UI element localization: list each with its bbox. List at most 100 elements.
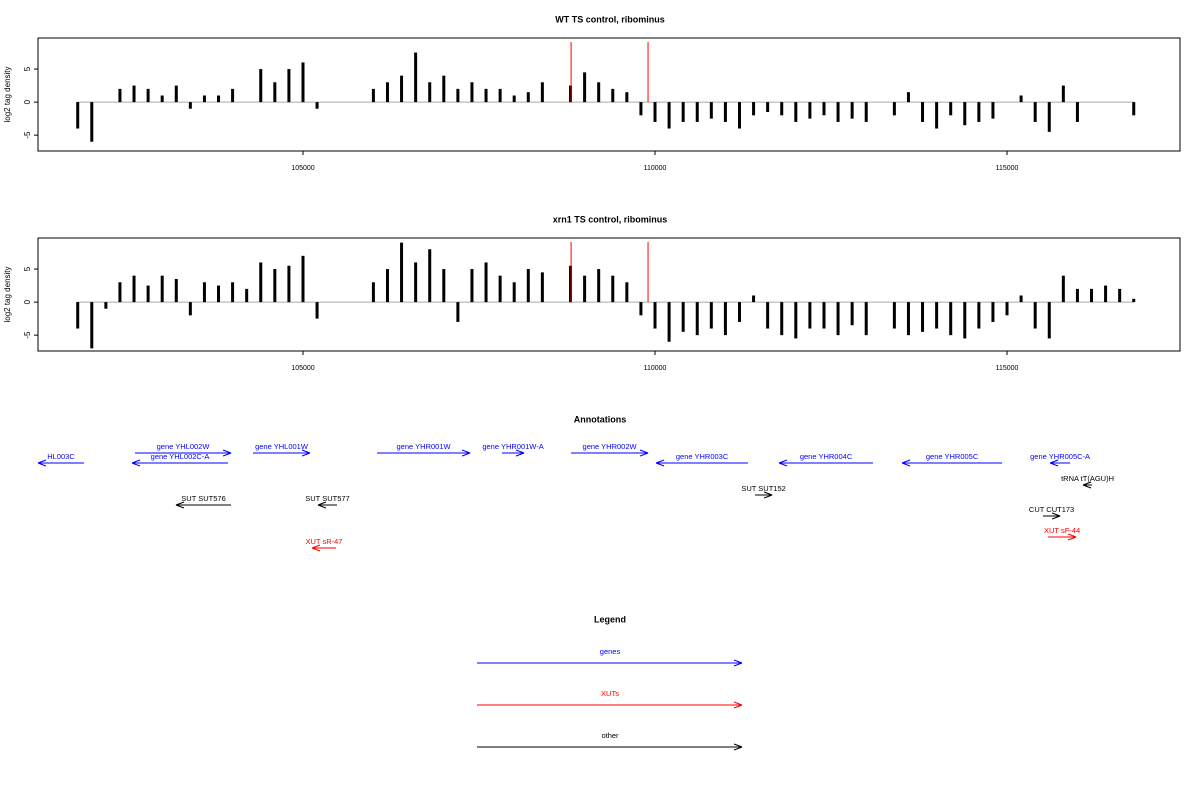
- arrow-part: [901, 459, 911, 464]
- feature-label: gene YHR004C: [800, 452, 853, 461]
- y-tick-label: 0: [23, 299, 32, 304]
- density-bar: [921, 302, 925, 332]
- density-bar: [977, 302, 981, 329]
- arrow-part: [763, 494, 773, 499]
- arrow-part: [1051, 512, 1061, 517]
- density-bar: [780, 302, 784, 336]
- feature-arrow: [1082, 481, 1093, 489]
- density-bar: [385, 269, 389, 303]
- density-bar: [76, 302, 80, 329]
- feature-arrow: [1049, 459, 1071, 467]
- arrow-part: [317, 504, 327, 509]
- arrow-part: [37, 459, 47, 464]
- feature-label: gene YHR002W: [583, 442, 638, 451]
- density-bar: [540, 272, 544, 303]
- arrow-part: [222, 449, 232, 454]
- density-bar: [906, 302, 910, 336]
- density-bar: [470, 82, 474, 103]
- density-bar: [315, 102, 319, 109]
- density-bar: [794, 102, 798, 122]
- density-bar: [709, 102, 713, 119]
- feature-arrow: [755, 491, 773, 499]
- density-bar: [188, 102, 192, 109]
- chart-title: xrn1 TS control, ribominus: [553, 214, 668, 224]
- x-tick-label: 105000: [291, 365, 314, 372]
- arrow-part: [515, 449, 525, 454]
- density-bar: [217, 95, 221, 103]
- density-bar: [118, 88, 122, 103]
- density-bar: [864, 302, 868, 336]
- y-axis-label: log2 tag density: [3, 66, 12, 122]
- density-bar: [146, 88, 150, 103]
- y-tick-label: 0: [23, 99, 32, 104]
- density-bar: [1090, 288, 1094, 303]
- arrow-part: [1049, 459, 1059, 464]
- feature-arrow: [901, 459, 1003, 467]
- x-tick-label: 115000: [996, 365, 1019, 372]
- density-bar: [174, 278, 178, 303]
- density-bar: [949, 302, 953, 336]
- density-bar: [1047, 302, 1051, 339]
- density-bar: [76, 102, 80, 129]
- density-bar: [808, 302, 812, 329]
- arrow-part: [655, 462, 665, 467]
- feature-arrow: [778, 459, 874, 467]
- density-bar: [667, 102, 671, 129]
- density-bar: [794, 302, 798, 339]
- density-bar: [737, 302, 741, 322]
- density-bar: [188, 302, 192, 316]
- density-bar: [1075, 288, 1079, 303]
- density-bar: [963, 302, 967, 339]
- arrow-part: [763, 491, 773, 496]
- density-bar: [90, 102, 94, 142]
- feature-arrow: [502, 449, 525, 457]
- density-bar: [160, 275, 164, 303]
- density-bar: [132, 275, 136, 303]
- density-bar: [1005, 302, 1009, 316]
- arrow-part: [733, 704, 743, 709]
- feature-label: gene YHL002W: [157, 442, 211, 451]
- density-bar: [456, 302, 460, 322]
- density-bar: [385, 82, 389, 103]
- density-bar: [597, 82, 601, 103]
- annotations-title: Annotations: [574, 414, 627, 424]
- density-bar: [752, 295, 756, 303]
- feature-label: XUT sF-44: [1044, 526, 1080, 535]
- density-bar: [90, 302, 94, 349]
- density-bar: [470, 269, 474, 303]
- feature-label: gene YHR005C-A: [1030, 452, 1090, 461]
- y-axis-label: log2 tag density: [3, 266, 12, 322]
- density-bar: [892, 302, 896, 329]
- density-bar: [667, 302, 671, 342]
- density-bar: [273, 82, 277, 103]
- density-bar: [935, 102, 939, 129]
- feature-label: gene YHL002C-A: [151, 452, 210, 461]
- density-bar: [906, 92, 910, 103]
- density-bar: [259, 69, 263, 103]
- density-bar: [1047, 102, 1051, 132]
- feature-arrow: [317, 501, 337, 509]
- density-bar: [1019, 95, 1023, 103]
- feature-label: XUT sR-47: [306, 537, 343, 546]
- feature-arrow: [1048, 533, 1077, 541]
- density-bar: [287, 69, 291, 103]
- y-tick-label: 5: [23, 66, 32, 71]
- density-bar: [695, 102, 699, 122]
- density-bar: [442, 75, 446, 103]
- density-bar: [569, 265, 573, 303]
- density-bar: [723, 102, 727, 122]
- feature-label: gene YHR001W-A: [482, 442, 543, 451]
- density-bar: [512, 95, 516, 103]
- arrow-part: [733, 701, 743, 706]
- density-bar: [371, 88, 375, 103]
- density-bar: [583, 72, 587, 103]
- density-bar: [991, 302, 995, 322]
- density-bar: [371, 282, 375, 303]
- chart-title: WT TS control, ribominus: [555, 14, 665, 24]
- density-bar: [174, 85, 178, 103]
- arrow-part: [655, 459, 665, 464]
- arrow-part: [317, 501, 327, 506]
- density-bar: [1033, 102, 1037, 122]
- x-tick-label: 110000: [644, 165, 667, 172]
- density-bar: [315, 302, 319, 319]
